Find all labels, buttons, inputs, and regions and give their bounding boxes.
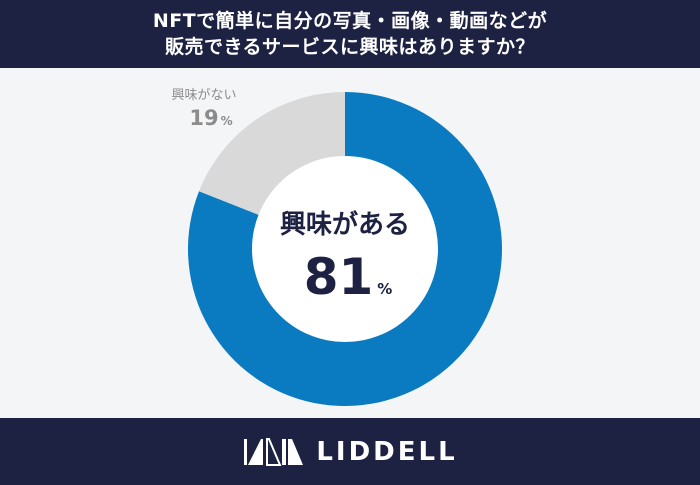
- chart-title-line-2: 販売できるサービスに興味はありますか？: [164, 36, 536, 58]
- brand-logo: LIDDELL: [242, 436, 457, 468]
- slice-label-interested: 興味がある: [280, 209, 410, 240]
- slice-value-not-interested: 19%: [189, 106, 232, 130]
- brand-name: LIDDELL: [316, 436, 458, 467]
- donut-chart: 興味がない 19% 興味がある 81%: [171, 88, 502, 406]
- slice-value-interested: 81%: [304, 248, 393, 306]
- slice-value-number: 19: [189, 106, 218, 130]
- slice-label-not-interested: 興味がない: [171, 88, 236, 103]
- slice-value-unit: %: [221, 114, 233, 128]
- chart-title-banner: NFTで簡単に自分の写真・画像・動画などが 販売できるサービスに興味はありますか…: [0, 0, 700, 68]
- chart-title-line-1: NFTで簡単に自分の写真・画像・動画などが: [152, 10, 548, 32]
- slice-value-number: 81: [304, 248, 374, 306]
- footer-banner: LIDDELL: [0, 418, 700, 485]
- chart-area: 興味がない 19% 興味がある 81%: [0, 68, 700, 418]
- liddell-logo-icon: [244, 437, 304, 466]
- donut-hole: [252, 156, 438, 342]
- slice-value-unit: %: [377, 280, 392, 298]
